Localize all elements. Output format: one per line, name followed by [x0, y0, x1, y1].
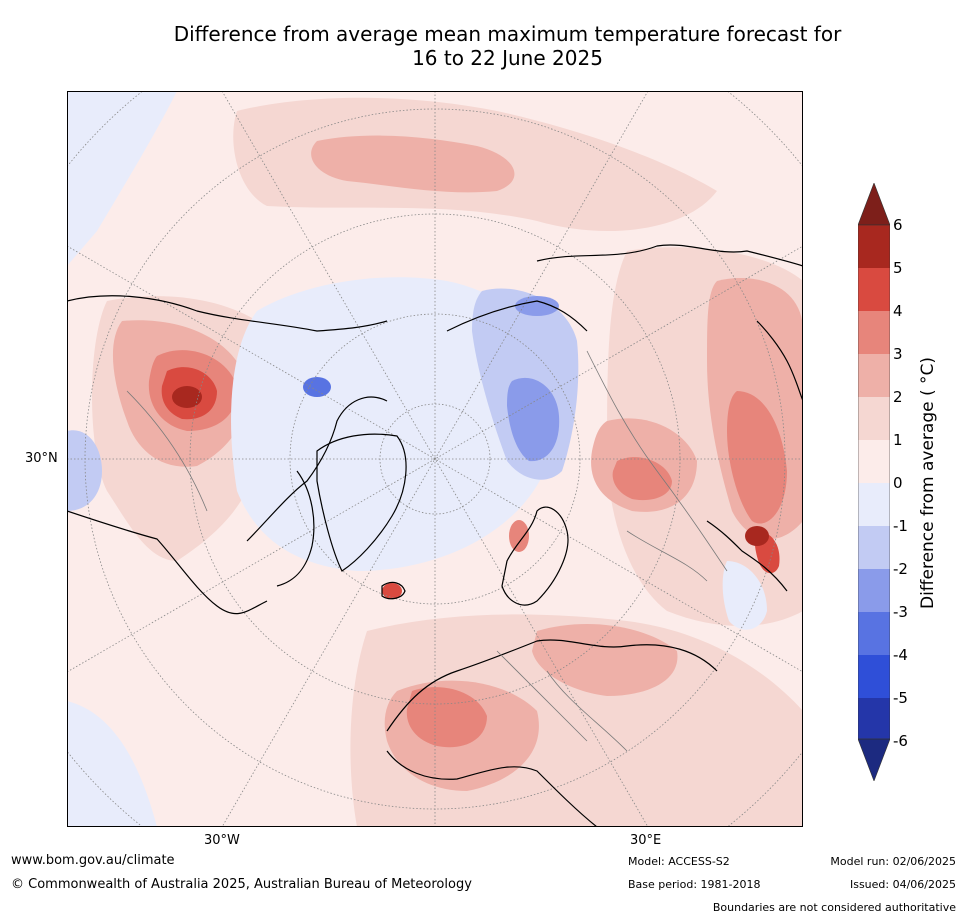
- anomaly-m2-m3-siberia: [507, 377, 560, 462]
- colorbar-outline: [858, 224, 890, 740]
- anomaly-m1-m2-pacific-coast: [67, 430, 102, 511]
- colorbar-tick: -1: [893, 517, 908, 535]
- colorbar-tick: 1: [893, 431, 903, 449]
- coast-labrador: [276, 470, 315, 587]
- colorbar-band-m4-m3: [858, 612, 890, 655]
- lat-label-30n: 30°N: [25, 451, 58, 466]
- coast-kamchatka: [756, 320, 803, 402]
- title-line-1: Difference from average mean maximum tem…: [173, 22, 842, 46]
- colorbar-band-3-4: [858, 311, 890, 354]
- colorbar-tick: -4: [893, 646, 908, 664]
- border-us-canada: [126, 390, 208, 512]
- anomaly-cool-pacific: [67, 91, 177, 266]
- coast-hudson-region: [246, 396, 388, 542]
- colorbar-band-m2-m1: [858, 526, 890, 569]
- colorbar-band-m3-m2: [858, 569, 890, 612]
- colorbar-band-m5-m4: [858, 655, 890, 698]
- colorbar-band-m1-0: [858, 483, 890, 526]
- colorbar-tick: -2: [893, 560, 908, 578]
- colorbar-tick: -6: [893, 732, 908, 750]
- anomaly-cool-china-south: [722, 561, 767, 630]
- colorbar-tick: 4: [893, 302, 903, 320]
- coast-mediterranean: [386, 750, 598, 827]
- base-period-text: Base period: 1981-2018: [628, 878, 761, 891]
- anomaly-cool-atlantic-sw: [67, 701, 157, 827]
- border-russia-kazakhstan: [586, 350, 728, 572]
- country-borders: [126, 350, 728, 752]
- coast-iceland: [381, 581, 406, 600]
- anomaly-3-4-east-asia: [727, 391, 787, 524]
- border-europe-1: [496, 650, 588, 742]
- anomaly-5-6-china: [745, 526, 769, 546]
- colorbar-extend-max: [858, 183, 890, 226]
- copyright-text: © Commonwealth of Australia 2025, Austra…: [11, 877, 472, 892]
- colorbar-tick: -3: [893, 603, 908, 621]
- colorbar-tick: 3: [893, 345, 903, 363]
- coast-siberia-east: [536, 244, 803, 267]
- colorbar: [858, 183, 890, 781]
- lon-label-30e: 30°E: [630, 833, 662, 848]
- map-svg: [67, 91, 803, 827]
- lon-label-30w: 30°W: [204, 833, 240, 848]
- model-text: Model: ACCESS-S2: [628, 855, 730, 868]
- coast-north-america-pacific: [67, 510, 268, 615]
- border-europe-2: [546, 670, 628, 752]
- colorbar-tick: 0: [893, 474, 903, 492]
- chart-title: Difference from average mean maximum tem…: [0, 22, 965, 70]
- anomaly-2-3-pacific: [311, 135, 515, 193]
- border-asia-1: [626, 530, 708, 582]
- colorbar-extend-min: [858, 738, 890, 781]
- colorbar-tick: 6: [893, 216, 903, 234]
- colorbar-band-5-6: [858, 225, 890, 268]
- colorbar-band-4-5: [858, 268, 890, 311]
- anomaly-3-4-france: [406, 687, 487, 748]
- disclaimer-text: Boundaries are not considered authoritat…: [712, 901, 956, 914]
- website-link[interactable]: www.bom.gov.au/climate: [11, 853, 175, 868]
- colorbar-band-m6-m5: [858, 698, 890, 739]
- coast-china: [706, 520, 788, 592]
- anomaly-3-4-kazakhstan: [612, 457, 672, 501]
- coast-siberia-north: [446, 300, 588, 332]
- model-run-text: Model run: 02/06/2025: [830, 855, 956, 868]
- forecast-map: [67, 91, 803, 827]
- anomaly-warm-scandinavia: [509, 520, 529, 552]
- graticule-lat-70: [289, 313, 581, 605]
- coast-scandinavia: [501, 506, 569, 606]
- coast-north-america-arctic: [67, 295, 388, 332]
- colorbar-band-1-2: [858, 397, 890, 440]
- colorbar-tick: 5: [893, 259, 903, 277]
- colorbar-tick: 2: [893, 388, 903, 406]
- coast-greenland: [316, 433, 407, 572]
- issued-text: Issued: 04/06/2025: [849, 878, 956, 891]
- colorbar-label-text: Difference from average ( °C): [918, 356, 938, 610]
- coast-europe: [386, 639, 718, 732]
- colorbar-band-0-1: [858, 440, 890, 483]
- colorbar-band-2-3: [858, 354, 890, 397]
- anomaly-m3-m4-baffin: [303, 377, 331, 397]
- anomaly-warm-iceland: [382, 583, 402, 599]
- colorbar-tick: -5: [893, 689, 908, 707]
- graticule: [67, 91, 803, 827]
- map-frame: [67, 91, 803, 827]
- anomaly-5-6-canada: [172, 386, 202, 408]
- coastlines: [67, 244, 803, 827]
- title-line-2: 16 to 22 June 2025: [412, 46, 603, 70]
